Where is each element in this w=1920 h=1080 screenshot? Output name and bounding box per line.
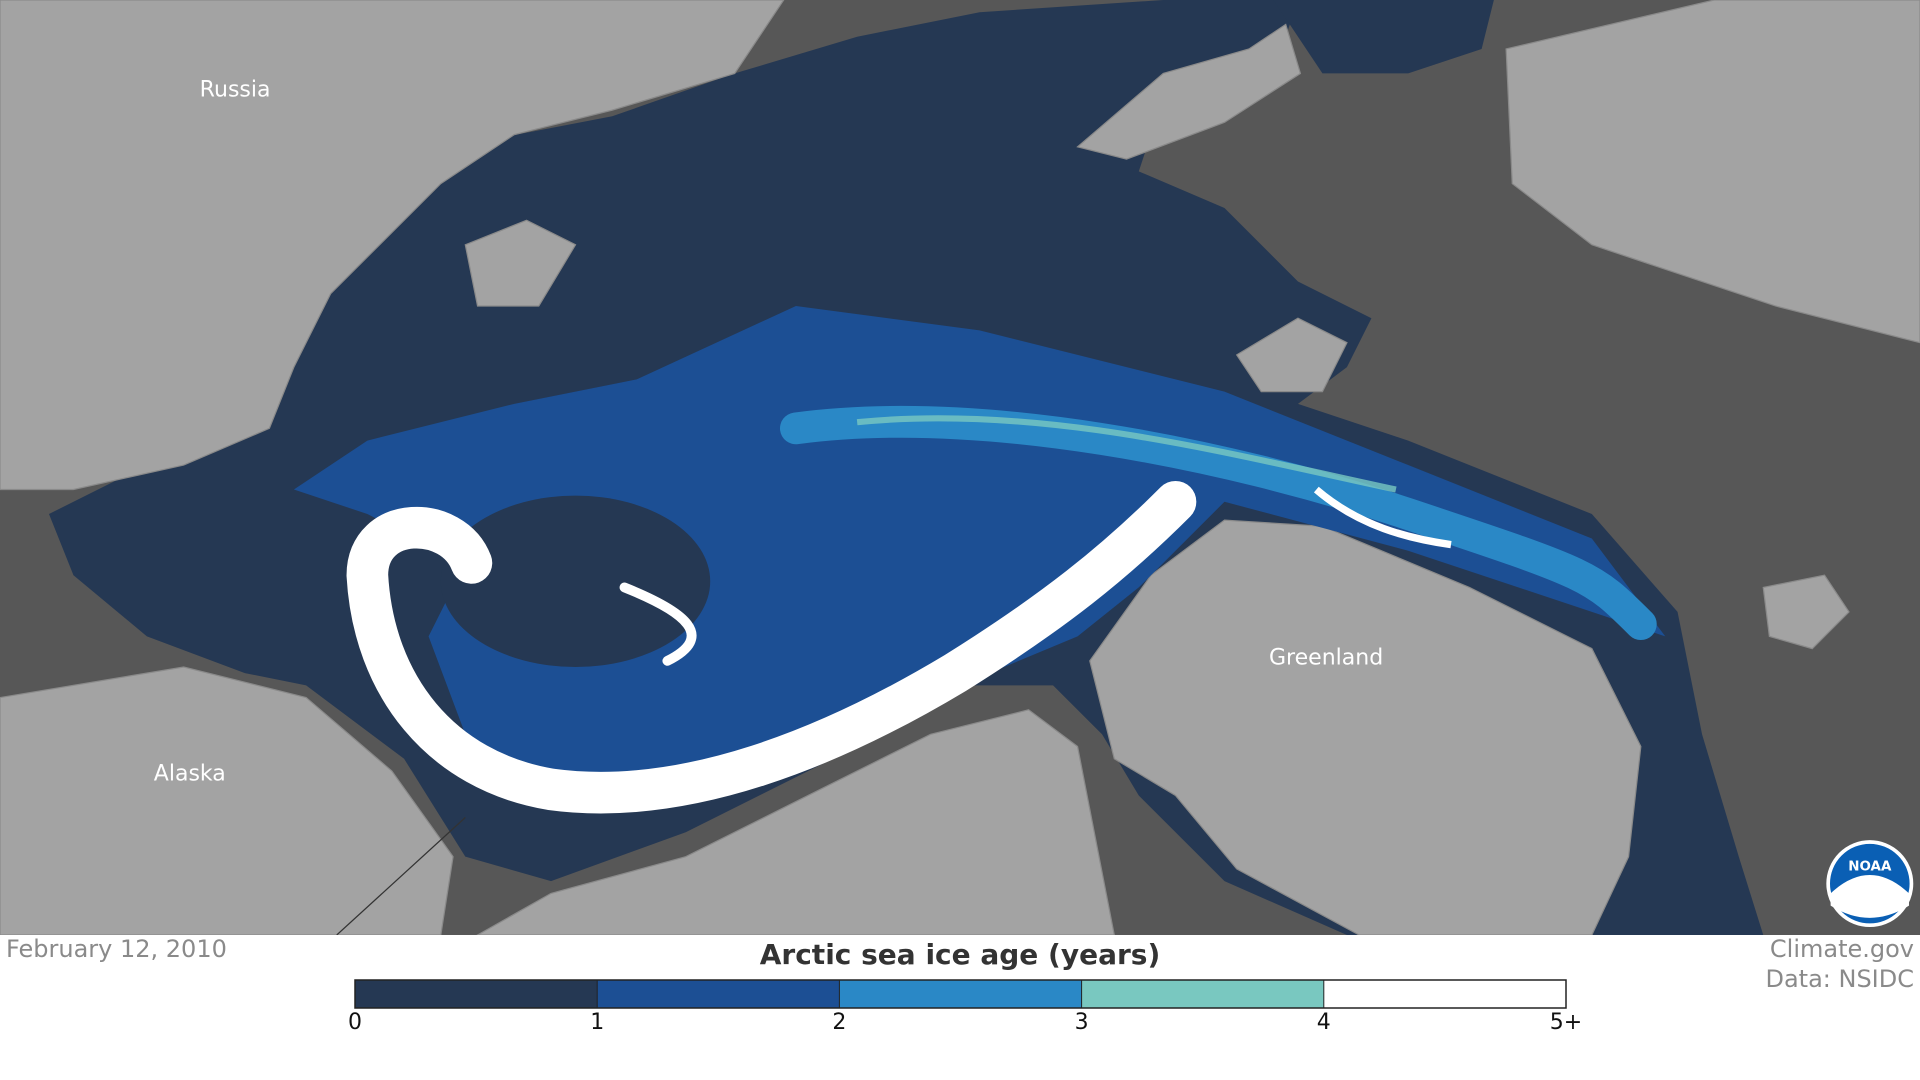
ice-5-plus-strip [1313,486,1452,549]
land-alaska [0,666,454,935]
legend-swatch [355,980,598,1008]
legend-area: February 12, 2010 Climate.gov Data: NSID… [6,935,1914,1035]
land [0,0,1920,935]
legend-tick-label: 0 [348,1010,362,1035]
logo-wave [1830,875,1909,918]
legend-swatch [1323,980,1566,1008]
legend-swatch [839,980,1082,1008]
legend-title: Arctic sea ice age (years) [760,938,1161,971]
logo-text: NOAA [1848,859,1892,874]
region-label: Greenland [1269,645,1383,670]
legend-tick-label: 1 [590,1010,604,1035]
legend-swatch [1081,980,1324,1008]
ice-2-3 [780,406,1657,641]
ice-5-plus [346,480,1197,814]
ice-hole [440,495,711,667]
land-svalbard [1235,317,1348,393]
legend-swatch [597,980,840,1008]
ice-east [1273,0,1494,74]
land-novaya-zemlya [1076,23,1302,160]
land-russia [0,0,785,491]
land-iceland [1762,574,1850,650]
credit: Data: NSIDC [1765,965,1914,993]
region-label: Alaska [154,762,226,787]
land-scandinavia [1505,0,1920,344]
map: Russia Alaska Greenland NOAA [0,0,1920,935]
legend-tick-label: 2 [832,1010,846,1035]
ice-5-plus-hook [619,582,697,666]
land-islands [464,219,577,307]
ice-1-2 [293,305,1666,808]
credit: Climate.gov [1770,935,1914,963]
ice-3-4 [856,415,1397,493]
noaa-logo: NOAA [1826,840,1914,928]
land-canada [476,709,1115,935]
land-greenland [1089,519,1642,935]
date: February 12, 2010 [6,935,227,963]
boundary [336,817,466,935]
region-label: Russia [200,78,271,103]
legend-tick-label: 4 [1317,1010,1331,1035]
legend-tick-label: 3 [1075,1010,1089,1035]
legend-tick-label: 5+ [1550,1010,1582,1035]
